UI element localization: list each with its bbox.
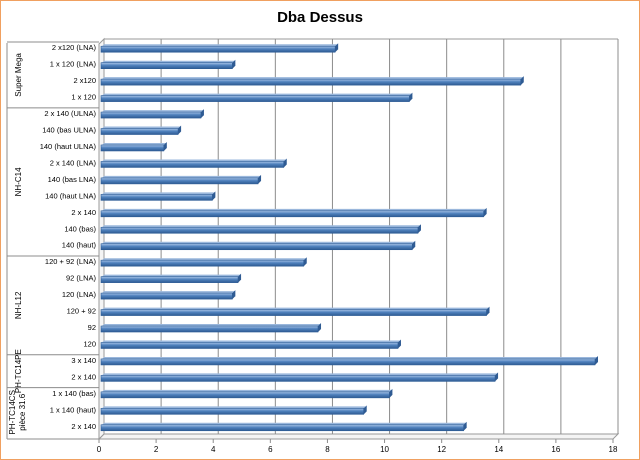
- category-label: 140 (bas LNA): [48, 175, 97, 184]
- category-label: 92: [88, 323, 96, 332]
- bar-end-face: [283, 158, 287, 168]
- bar: [100, 292, 233, 300]
- category-label: 1 x 140 (haut): [50, 405, 97, 414]
- x-tick-label: 10: [380, 445, 389, 454]
- bar: [100, 128, 179, 135]
- category-label: 1 x 120: [71, 93, 96, 102]
- bar: [100, 95, 410, 102]
- x-tick-label: 2: [154, 445, 159, 454]
- bar-end-face: [486, 306, 490, 316]
- category-label: 120 (LNA): [62, 290, 97, 299]
- x-tick-label: 18: [609, 445, 618, 454]
- bar: [100, 226, 419, 234]
- group-label: PH-TC14PE: [14, 349, 23, 393]
- category-label: 2 x 140: [71, 208, 96, 217]
- bar: [100, 45, 336, 53]
- bar: [100, 424, 464, 432]
- bar: [100, 375, 496, 382]
- category-label: 2 x 140 (LNA): [50, 158, 97, 167]
- x-tick-label: 6: [268, 445, 273, 454]
- bar: [100, 259, 305, 267]
- category-label: 92 (LNA): [66, 274, 97, 283]
- bar-end-face: [303, 257, 307, 267]
- group-label: NH-L12: [14, 291, 23, 319]
- category-label: 3 x 140: [71, 356, 96, 365]
- category-label: 120: [83, 339, 96, 348]
- category-label: 2 x120: [73, 76, 96, 85]
- bar: [100, 358, 596, 366]
- category-label: 2 x120 (LNA): [52, 43, 97, 52]
- bar: [100, 194, 213, 201]
- category-label: 140 (haut ULNA): [40, 142, 97, 151]
- category-label: 1 x 120 (LNA): [50, 60, 97, 69]
- bar: [100, 210, 484, 218]
- bar: [100, 391, 390, 399]
- bar: [100, 408, 365, 415]
- bar-end-face: [238, 273, 242, 283]
- bar-end-face: [417, 224, 421, 234]
- bar-end-face: [389, 388, 393, 398]
- bar: [100, 78, 522, 86]
- category-label: 120 + 92: [67, 307, 96, 316]
- category-label: 140 (bas ULNA): [42, 126, 96, 135]
- chart-floor: [97, 433, 620, 440]
- bar-end-face: [483, 207, 487, 217]
- group-label: Super Mega: [14, 53, 23, 97]
- category-label: 2 x 140 (ULNA): [44, 109, 96, 118]
- bar: [100, 111, 202, 119]
- bar-end-face: [397, 339, 401, 349]
- bar: [100, 325, 319, 333]
- chart-title: Dba Dessus: [277, 9, 363, 26]
- bar-end-face: [163, 141, 167, 151]
- x-tick-label: 8: [325, 445, 330, 454]
- group-label: PH-TC14CSpièce 31.6: [8, 390, 27, 434]
- category-label: 140 (haut LNA): [45, 191, 96, 200]
- bar-end-face: [520, 76, 524, 86]
- bar-end-face: [335, 43, 339, 53]
- bar-end-face: [463, 421, 467, 431]
- bar: [100, 243, 413, 251]
- bar-end-face: [232, 59, 236, 69]
- category-label: 1 x 140 (bas): [52, 389, 96, 398]
- bar-end-face: [409, 92, 413, 102]
- x-tick-label: 14: [494, 445, 503, 454]
- x-tick-label: 0: [97, 445, 102, 454]
- bar-end-face: [258, 174, 262, 184]
- x-tick-label: 16: [551, 445, 560, 454]
- bar: [100, 309, 487, 316]
- bar-end-face: [212, 191, 216, 201]
- bar: [100, 62, 233, 69]
- bar-end-face: [318, 323, 322, 333]
- bar: [100, 177, 259, 185]
- bar-end-face: [595, 355, 599, 365]
- category-label: 140 (haut): [62, 241, 97, 250]
- category-label: 120 + 92 (LNA): [45, 257, 97, 266]
- group-label: NH-C14: [14, 167, 23, 196]
- category-label: 2 x 140: [71, 422, 96, 431]
- bar: [100, 144, 165, 152]
- x-tick-label: 4: [211, 445, 216, 454]
- bar-end-face: [363, 405, 367, 415]
- category-label: 2 x 140: [71, 372, 96, 381]
- bar-end-face: [412, 240, 416, 250]
- bar-end-face: [495, 372, 499, 382]
- bar-end-face: [178, 125, 182, 135]
- chart-side-wall: [98, 37, 105, 441]
- bar: [100, 276, 239, 283]
- x-tick-label: 12: [437, 445, 446, 454]
- bar: [100, 161, 285, 168]
- bar-end-face: [232, 290, 236, 300]
- bar-end-face: [200, 109, 204, 119]
- category-label: 140 (bas): [64, 224, 96, 233]
- bar: [100, 342, 399, 349]
